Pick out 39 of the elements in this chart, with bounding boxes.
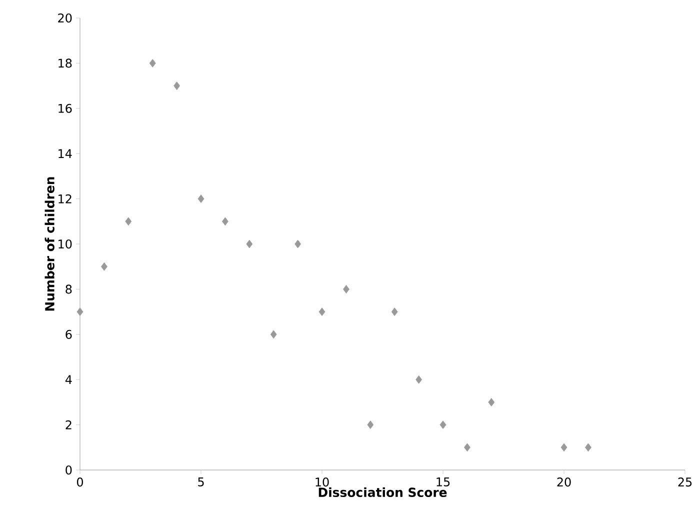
point — [367, 420, 374, 429]
point — [391, 308, 398, 316]
point — [174, 82, 180, 90]
point — [125, 217, 132, 226]
point — [318, 308, 326, 316]
point — [416, 375, 422, 384]
point — [585, 443, 592, 452]
point — [294, 240, 301, 248]
y-tick-label: 8 — [66, 284, 72, 294]
y-tick-label: 18 — [58, 58, 72, 68]
point — [198, 194, 204, 203]
point — [464, 443, 470, 452]
point — [149, 58, 156, 68]
y-tick-label: 20 — [58, 13, 72, 23]
y-tick-label: 14 — [58, 149, 72, 158]
y-tick-label: 6 — [66, 330, 72, 339]
y-tick-label: 4 — [65, 375, 72, 384]
point — [270, 330, 277, 339]
point — [440, 420, 446, 429]
y-tick-label: 12 — [58, 194, 72, 204]
x-axis-title: Dissociation Score — [318, 487, 447, 498]
x-tick-label: 0 — [76, 478, 84, 487]
x-tick-label: 5 — [198, 478, 204, 486]
point — [101, 262, 108, 271]
y-tick-label: 10 — [58, 239, 72, 249]
point — [76, 308, 84, 316]
y-axis-title: Number of children — [44, 177, 54, 311]
x-tick-label: 25 — [678, 478, 692, 487]
x-tick-label: 20 — [557, 478, 571, 487]
point — [246, 240, 253, 248]
point — [222, 217, 228, 226]
point — [560, 443, 568, 452]
y-tick-label: 16 — [58, 104, 72, 113]
x-tick-label: 10 — [316, 478, 329, 487]
x-tick-label: 15 — [436, 478, 450, 486]
y-tick-label: 2 — [66, 420, 72, 430]
point — [343, 285, 350, 294]
point — [488, 398, 495, 406]
y-tick-label: 0 — [66, 465, 72, 475]
